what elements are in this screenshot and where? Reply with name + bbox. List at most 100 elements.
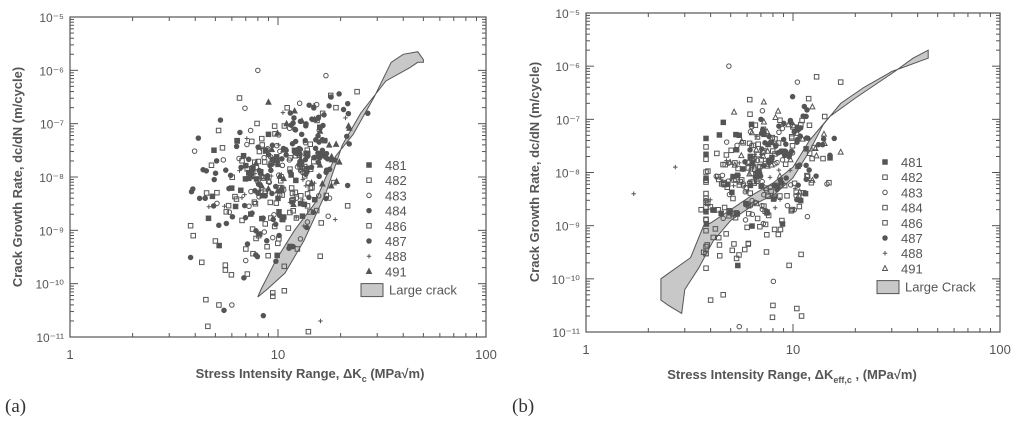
data-point bbox=[271, 123, 278, 129]
data-point bbox=[820, 136, 827, 142]
data-point bbox=[264, 238, 270, 244]
y-tick-label: 10⁻¹⁰ bbox=[552, 273, 581, 287]
data-point bbox=[771, 182, 777, 189]
data-point bbox=[302, 156, 309, 163]
data-point bbox=[318, 318, 323, 324]
data-point bbox=[354, 88, 360, 95]
data-point bbox=[703, 179, 709, 185]
data-point bbox=[289, 190, 296, 197]
data-point bbox=[730, 108, 738, 115]
x-tick-label: 100 bbox=[475, 347, 497, 362]
data-point bbox=[333, 177, 340, 184]
data-point bbox=[274, 129, 281, 136]
data-point bbox=[754, 134, 760, 139]
data-point bbox=[738, 137, 745, 144]
data-point bbox=[292, 126, 298, 132]
data-point bbox=[752, 152, 757, 157]
data-point bbox=[720, 119, 727, 126]
data-point bbox=[785, 120, 792, 128]
data-point bbox=[307, 185, 314, 191]
data-point bbox=[726, 158, 734, 165]
data-point bbox=[212, 170, 219, 176]
data-point bbox=[283, 152, 289, 158]
data-point bbox=[720, 161, 726, 168]
y-axis-label: Crack Growth Rate, dc/dN (m/cycle) bbox=[10, 67, 25, 287]
data-point bbox=[280, 216, 286, 223]
data-point bbox=[213, 158, 220, 164]
data-point bbox=[365, 110, 371, 117]
legend-label: 484 bbox=[901, 201, 923, 216]
data-point bbox=[268, 167, 274, 174]
data-point bbox=[707, 297, 714, 303]
data-point bbox=[203, 190, 210, 196]
data-point bbox=[759, 146, 765, 152]
data-point bbox=[698, 206, 704, 213]
chart-panel-b: 1 10 100 10⁻¹¹ 10⁻¹⁰ 10⁻⁹ 10⁻⁸ 10⁻⁷ 10⁻⁶ 10⁻⁵ Stre… bbox=[527, 7, 1011, 385]
data-point bbox=[222, 203, 227, 209]
data-point bbox=[298, 131, 305, 138]
data-point bbox=[260, 312, 267, 319]
data-point bbox=[343, 115, 348, 121]
data-point bbox=[265, 184, 272, 192]
legend-label: Large crack bbox=[389, 283, 457, 298]
legend-label: 491 bbox=[901, 261, 923, 276]
data-point bbox=[731, 241, 737, 247]
data-point bbox=[249, 164, 255, 171]
data-point bbox=[246, 203, 252, 210]
data-point bbox=[765, 212, 772, 219]
data-point bbox=[323, 195, 329, 202]
data-point bbox=[280, 110, 286, 115]
data-point bbox=[244, 141, 250, 148]
data-point bbox=[244, 136, 250, 141]
data-point bbox=[723, 231, 729, 237]
data-point bbox=[766, 133, 772, 140]
data-point bbox=[776, 123, 782, 129]
data-point bbox=[344, 100, 351, 107]
legend-label: 484 bbox=[385, 204, 407, 219]
data-point bbox=[286, 245, 292, 251]
data-point bbox=[809, 102, 816, 110]
data-point bbox=[795, 191, 803, 198]
data-point bbox=[266, 179, 273, 186]
data-point bbox=[803, 113, 809, 120]
data-point bbox=[770, 302, 776, 309]
data-point bbox=[296, 145, 302, 152]
data-point bbox=[733, 176, 739, 183]
data-point bbox=[259, 135, 265, 142]
data-point bbox=[239, 158, 245, 164]
data-point bbox=[223, 167, 229, 173]
data-point bbox=[774, 186, 780, 193]
legend-marker bbox=[366, 238, 372, 244]
data-point bbox=[327, 182, 335, 189]
legend-marker bbox=[882, 159, 888, 165]
data-point bbox=[731, 183, 736, 188]
data-point bbox=[269, 190, 275, 197]
data-point bbox=[303, 123, 309, 129]
data-point bbox=[264, 149, 270, 154]
data-point bbox=[736, 132, 743, 139]
data-point bbox=[747, 190, 753, 196]
data-point bbox=[772, 113, 779, 120]
data-point bbox=[244, 241, 251, 247]
data-point bbox=[199, 259, 205, 266]
data-point bbox=[300, 177, 306, 182]
data-point bbox=[719, 172, 726, 179]
data-point bbox=[298, 193, 304, 199]
data-point bbox=[752, 145, 760, 153]
data-point bbox=[293, 195, 300, 201]
data-point bbox=[248, 172, 256, 180]
series-487 bbox=[742, 93, 838, 203]
data-point bbox=[803, 146, 809, 152]
data-point bbox=[308, 164, 315, 171]
data-point bbox=[225, 202, 232, 209]
legend-large-crack-swatch bbox=[876, 280, 900, 295]
y-tick-label: 10⁻⁹ bbox=[555, 220, 580, 234]
x-tick-label: 10 bbox=[271, 347, 285, 362]
data-point bbox=[778, 148, 784, 154]
data-point bbox=[346, 124, 353, 131]
data-point bbox=[311, 115, 318, 123]
data-point bbox=[743, 200, 749, 207]
data-point bbox=[237, 129, 243, 136]
data-point bbox=[787, 155, 794, 163]
data-point bbox=[790, 121, 798, 129]
